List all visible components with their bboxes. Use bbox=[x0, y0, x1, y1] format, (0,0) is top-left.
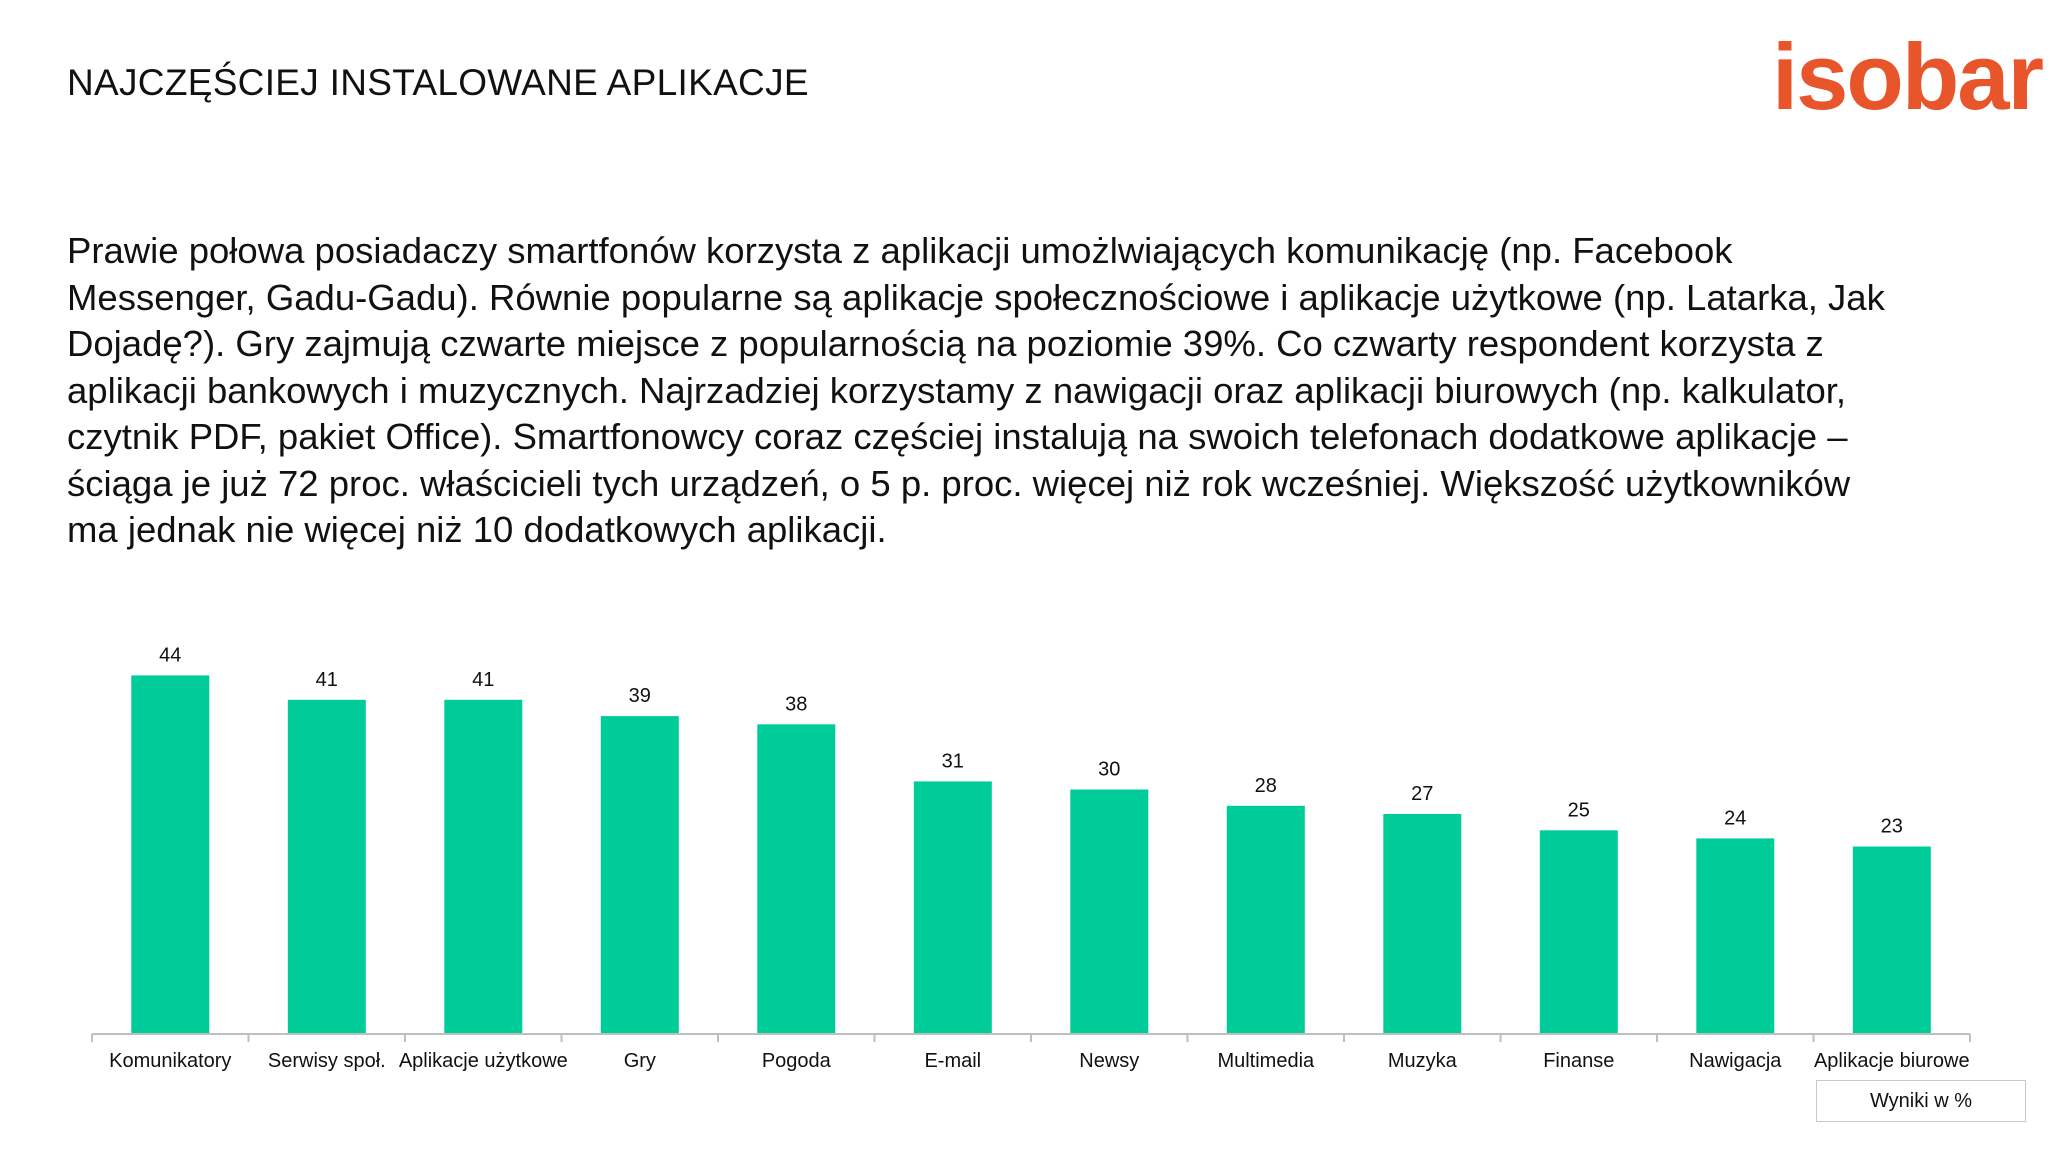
data-label-e-mail: 31 bbox=[942, 750, 964, 772]
bar-aplikacje-uzytkowe bbox=[444, 699, 523, 1034]
data-label-aplikacje-biurowe: 23 bbox=[1881, 816, 1903, 838]
units-note: Wyniki w % bbox=[1816, 1080, 2026, 1122]
intro-line: Prawie połowa posiadaczy smartfonów korz… bbox=[67, 230, 1733, 271]
data-label-muzyka: 27 bbox=[1411, 783, 1433, 805]
category-label-serwisy-spol: Serwisy społ. bbox=[268, 1050, 386, 1072]
intro-line: Dojadę?). Gry zajmują czwarte miejsce z … bbox=[67, 323, 1824, 364]
category-label-komunikatory: Komunikatory bbox=[109, 1050, 231, 1072]
page-title: NAJCZĘŚCIEJ INSTALOWANE APLIKACJE bbox=[67, 62, 809, 103]
category-label-e-mail: E-mail bbox=[924, 1050, 981, 1072]
data-label-komunikatory: 44 bbox=[159, 644, 181, 666]
category-label-gry: Gry bbox=[624, 1050, 656, 1072]
category-label-nawigacja: Nawigacja bbox=[1689, 1050, 1782, 1072]
data-label-gry: 39 bbox=[629, 685, 651, 707]
bar-aplikacje-biurowe bbox=[1852, 846, 1931, 1034]
category-label-newsy: Newsy bbox=[1079, 1050, 1139, 1072]
bar-e-mail bbox=[913, 781, 992, 1035]
intro-line: ma jednak nie więcej niż 10 dodatkowych … bbox=[67, 509, 887, 550]
bar-finanse bbox=[1539, 830, 1618, 1035]
category-label-multimedia: Multimedia bbox=[1217, 1050, 1315, 1072]
category-label-aplikacje-biurowe: Aplikacje biurowe bbox=[1814, 1050, 1970, 1072]
bar-komunikatory bbox=[131, 675, 210, 1034]
bar-muzyka bbox=[1383, 814, 1462, 1035]
bar-serwisy-spol bbox=[287, 699, 366, 1034]
data-label-multimedia: 28 bbox=[1255, 775, 1277, 797]
intro-paragraph: Prawie połowa posiadaczy smartfonów korz… bbox=[67, 228, 2027, 554]
data-label-nawigacja: 24 bbox=[1724, 807, 1746, 829]
category-label-finanse: Finanse bbox=[1543, 1050, 1614, 1072]
bar-nawigacja bbox=[1696, 838, 1775, 1034]
bar-gry bbox=[600, 716, 679, 1034]
category-label-aplikacje-uzytkowe: Aplikacje użytkowe bbox=[399, 1050, 568, 1072]
data-label-pogoda: 38 bbox=[785, 693, 807, 715]
intro-line: aplikacji bankowych i muzycznych. Najrza… bbox=[67, 369, 1847, 411]
bar-newsy bbox=[1070, 789, 1149, 1034]
data-label-finanse: 25 bbox=[1568, 799, 1590, 821]
intro-line: czytnik PDF, pakiet Office). Smartfonowc… bbox=[67, 416, 1848, 457]
data-label-aplikacje-uzytkowe: 41 bbox=[472, 669, 494, 691]
bar-pogoda bbox=[757, 724, 836, 1034]
data-label-serwisy-spol: 41 bbox=[316, 669, 338, 691]
intro-line: ściąga je już 72 proc. właścicieli tych … bbox=[67, 462, 1851, 504]
category-label-pogoda: Pogoda bbox=[762, 1050, 832, 1072]
intro-line: Messenger, Gadu-Gadu). Równie popularne … bbox=[67, 276, 1885, 318]
isobar-logo: isobar bbox=[1772, 24, 2044, 129]
category-label-muzyka: Muzyka bbox=[1388, 1050, 1458, 1072]
data-label-newsy: 30 bbox=[1098, 759, 1120, 781]
bar-multimedia bbox=[1226, 805, 1305, 1034]
